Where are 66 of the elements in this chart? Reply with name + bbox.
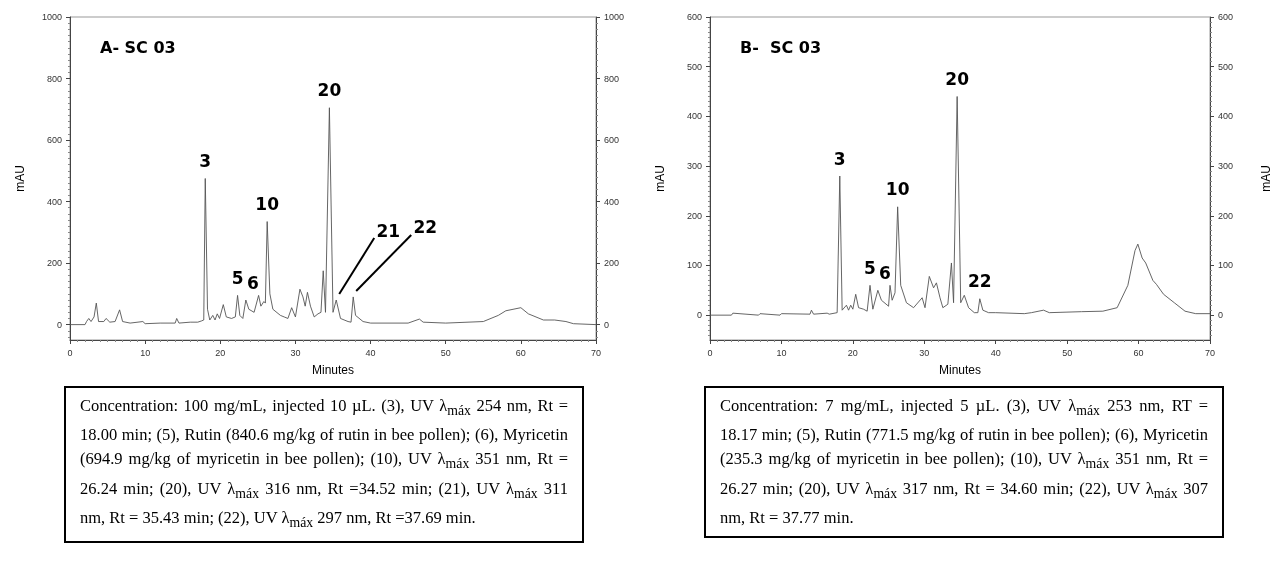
annotation: 21 [376,220,401,241]
x-tick-label: 0 [707,347,713,358]
x-axis-title: Minutes [938,363,982,377]
annotation: 6 [246,272,259,293]
annotation: 20 [945,69,970,90]
y2-tick-label: 1000 [604,12,625,22]
y-tick-label: 300 [686,161,702,172]
x-tick-label: 70 [1204,347,1216,358]
x-tick-label: 20 [215,347,226,358]
y-tick-label: 600 [46,135,62,146]
annotation: 22 [413,217,438,238]
y-tick-label: 200 [46,258,62,269]
x-tick-label: 30 [919,347,930,358]
y2-axis-title: mAU [1259,165,1273,192]
x-tick-label: 50 [1062,347,1073,358]
annotation: 6 [878,262,891,283]
x-tick-label: 10 [776,347,787,358]
y2-tick-label: 400 [1218,111,1234,122]
y-tick-label: 0 [696,310,702,321]
x-tick-label: 60 [1133,347,1144,358]
x-tick-label: 10 [140,347,151,358]
y-tick-label: 800 [46,73,62,84]
line-series [709,96,1211,316]
y-axis-title: mAU [13,165,27,192]
y2-tick-label: 100 [1218,260,1234,271]
y2-tick-label: 400 [604,196,620,207]
y-tick-label: 1000 [41,12,62,22]
y-tick-label: 100 [686,260,702,271]
y2-tick-label: 200 [1218,210,1234,221]
annotation: 20 [317,80,342,101]
y2-tick-label: 0 [1218,310,1224,321]
y2-tick-label: 800 [604,73,620,84]
x-tick-label: 50 [440,347,451,358]
y-tick-label: 400 [46,196,62,207]
annotation: 3 [199,151,212,171]
line-series [69,107,597,326]
x-tick-label: 70 [590,347,602,358]
y-tick-label: 500 [686,61,702,72]
y2-tick-label: 600 [1218,12,1234,22]
text: Concentration: 7 mg/mL, injected 5 µL. (3), UV λ$_{máx}$ 253 nm, RT = 18.17 min; (5), Rutin (771.5 mg/kg of rutin in bee pollen); (6), Myricetin (235.3 mg/kg of myricetin in bee pollen); (10), UV λ$_{máx}$ 351 nm, Rt = 26.27 min; (20), UV λ$_{máx}$ 317 nm, Rt = 34.60 min; (22), UV λ$_{máx}$ 307 nm, Rt = 37.77 min. [720,396,1208,527]
y-tick-label: 400 [686,111,702,122]
y-tick-label: 0 [56,319,62,330]
y-tick-label: 200 [686,210,702,221]
x-tick-label: 60 [515,347,526,358]
text: A- SC 03 [100,37,176,57]
annotation: 22 [967,271,992,292]
annotation: 10 [885,179,910,200]
x-tick-label: 20 [847,347,858,358]
y-axis-title: mAU [653,165,667,192]
y-tick-label: 600 [686,12,702,22]
y2-tick-label: 600 [604,135,620,146]
annotation: 5 [864,257,876,278]
x-axis-title: Minutes [311,363,355,377]
text: B- SC 03 [740,37,822,57]
x-tick-label: 30 [290,347,301,358]
x-tick-label: 40 [365,347,376,358]
annotation: 5 [231,267,244,288]
y2-tick-label: 200 [604,258,620,269]
x-tick-label: 40 [990,347,1001,358]
y2-tick-label: 500 [1218,61,1234,72]
y2-tick-label: 0 [604,319,610,330]
annotation: 3 [833,148,846,169]
annotation: 10 [255,194,280,215]
text: Concentration: 100 mg/mL, injected 10 µL. (3), UV λ$_{máx}$ 254 nm, Rt = 18.00 min; (5), Rutin (840.6 mg/kg of rutin in bee pollen); (6), Myricetin (694.9 mg/kg of myricetin in bee pollen); (10), UV λ$_{máx}$ 351 nm, Rt = 26.24 min; (20), UV λ$_{máx}$ 316 nm, Rt =34.52 min; (21), UV λ$_{máx}$ 311 nm, Rt = 35.43 min; (22), UV λ$_{máx}$ 297 nm, Rt =37.69 min. [80,396,569,531]
y2-tick-label: 300 [1218,161,1234,172]
x-tick-label: 0 [67,347,73,358]
